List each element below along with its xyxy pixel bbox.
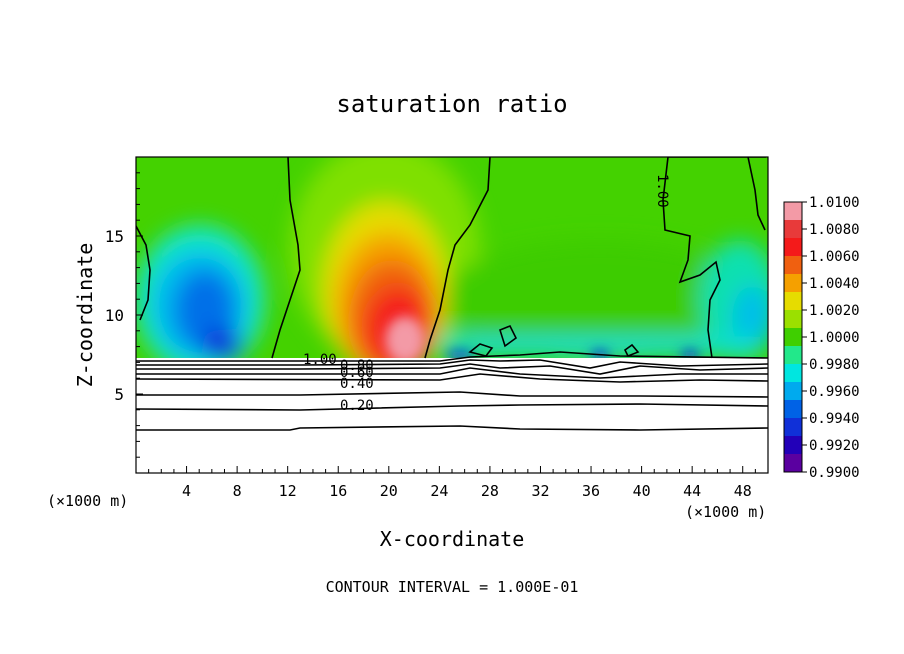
colorbar-swatch [784,202,802,221]
x-tick-label: 24 [430,482,448,500]
colorbar-swatch [784,364,802,383]
x-tick-label: 40 [633,482,651,500]
colorbar-label: 0.9920 [809,438,860,454]
x-tick-label: 12 [279,482,297,500]
x-tick-label: 32 [531,482,549,500]
colorbar-label: 1.0060 [809,249,860,265]
colorbar-label: 1.0000 [809,330,860,346]
x-axis-title: X-coordinate [380,527,525,551]
colorbar-label: 0.9900 [809,465,860,481]
colorbar-swatch [784,418,802,437]
colorbar-swatch [784,220,802,239]
colorbar-swatch [784,256,802,275]
contour-label: 0.20 [340,398,374,414]
colorbar-label: 1.0040 [809,276,860,292]
contour-label: 0.80 [340,358,374,374]
colorbar-swatch [784,292,802,311]
colorbar-swatch [784,274,802,293]
contour-label-group: 1.00 0.80 0.60 0.40 0.20 1.00 [303,174,670,414]
x-tick-label: 20 [380,482,398,500]
contour-label: 0.40 [340,376,374,392]
x-tick-label: 28 [481,482,499,500]
y-tick-label: 5 [114,385,124,404]
colorbar-label: 1.0100 [809,195,860,211]
y-axis-title: Z-coordinate [73,243,97,388]
contour-label: 1.00 [303,352,337,368]
colorbar-swatch [784,454,802,473]
colorbar-swatch [784,310,802,329]
x-tick-label: 16 [329,482,347,500]
contour-label: 0.60 [340,365,374,381]
contour-label: 1.00 [654,174,670,208]
y-axis: 5 10 15 [105,172,143,458]
x-unit-label-left: (×1000 m) [47,492,128,510]
colorbar-swatch [784,400,802,419]
upper-contours [136,157,766,359]
x-tick-label: 4 [182,482,191,500]
lower-white-region [136,358,768,473]
y-tick-label: 10 [105,306,124,325]
colorbar-swatch [784,382,802,401]
lower-contours [136,351,768,431]
x-tick-label: 8 [233,482,242,500]
colorbar-swatch [784,238,802,257]
x-unit-label-right: (×1000 m) [685,503,766,521]
x-tick-label: 44 [683,482,701,500]
plot-area: 1.00 0.80 0.60 0.40 0.20 1.00 [136,157,768,473]
colorbar-swatch [784,436,802,455]
colorbar-label: 1.0020 [809,303,860,319]
contour-interval-note: CONTOUR INTERVAL = 1.000E-01 [326,578,579,596]
x-tick-label: 48 [734,482,752,500]
chart-title: saturation ratio [336,90,567,118]
x-axis: 4 8 12 16 20 24 28 32 36 40 44 48 [148,466,756,500]
colorbar: 1.0100 1.0080 1.0060 1.0040 1.0020 1.0000 0.99… [783,195,860,481]
colorbar-label: 0.9980 [809,357,860,373]
colorbar-swatch [784,346,802,365]
x-tick-label: 36 [582,482,600,500]
colorbar-label: 0.9960 [809,384,860,400]
colorbar-swatch [784,328,802,347]
y-tick-label: 15 [105,227,124,246]
colorbar-label: 1.0080 [809,222,860,238]
colorbar-label: 0.9940 [809,411,860,427]
